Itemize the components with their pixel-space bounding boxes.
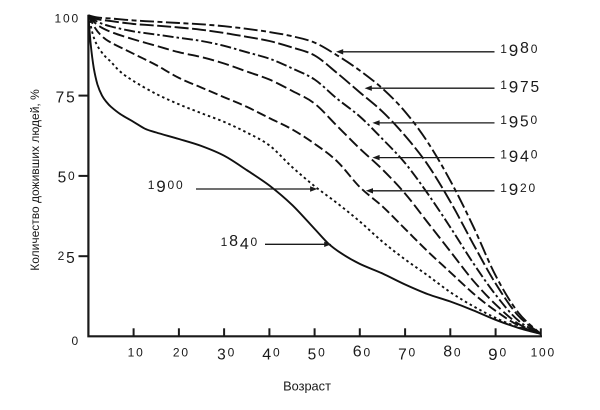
svg-text:20: 20 [173,346,190,360]
svg-text:90: 90 [488,345,508,364]
svg-text:60: 60 [353,344,372,361]
svg-text:0: 0 [72,334,80,348]
svg-text:1950: 1950 [500,112,539,131]
svg-text:Количество доживших людей, %: Количество доживших людей, % [28,89,42,271]
svg-text:1920: 1920 [500,180,537,199]
svg-text:10: 10 [128,346,145,360]
svg-text:1975: 1975 [500,78,541,97]
svg-text:1940: 1940 [500,147,539,166]
svg-text:100: 100 [55,12,80,26]
svg-text:50: 50 [308,346,327,364]
svg-text:50: 50 [58,169,77,187]
svg-text:Возраст: Возраст [283,379,331,394]
svg-text:25: 25 [58,249,77,267]
svg-text:75: 75 [56,90,77,107]
svg-text:1840: 1840 [221,233,259,253]
svg-text:70: 70 [398,346,417,364]
svg-text:100: 100 [531,346,556,360]
svg-text:1900: 1900 [148,177,185,196]
svg-text:1980: 1980 [500,40,539,60]
svg-text:40: 40 [262,346,281,364]
svg-text:30: 30 [217,346,236,364]
svg-text:80: 80 [443,344,462,361]
